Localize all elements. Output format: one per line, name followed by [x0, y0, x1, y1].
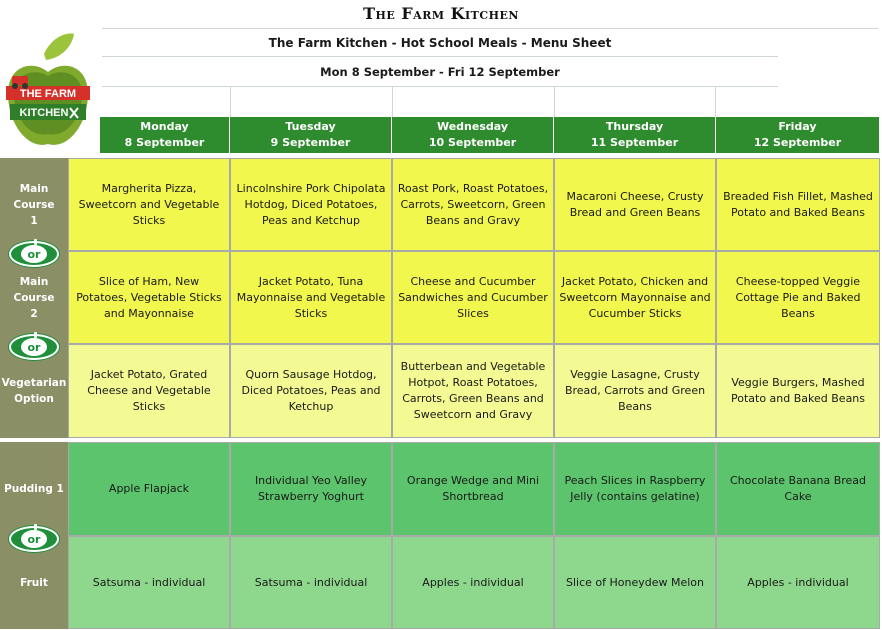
menu-cell-fruit-friday: Apples - individual: [716, 536, 880, 629]
or-apple-icon: or: [9, 239, 59, 267]
menu-item-text: Apples - individual: [747, 575, 849, 589]
menu-cell-fruit-thursday: Slice of Honeydew Melon: [554, 536, 716, 629]
day-header-friday: Friday 12 September: [716, 117, 880, 153]
row-label-line: 1: [30, 214, 38, 227]
menu-item-text: Veggie Lasagne, Crusty Bread, Carrots an…: [564, 368, 706, 413]
row-label-line: Option: [14, 393, 54, 405]
menu-item-text: Apple Flapjack: [108, 482, 190, 495]
menu-item-text: Satsuma - individual: [92, 575, 206, 589]
menu-cell-main-course-1-monday: Margherita Pizza, Sweetcorn and Vegetabl…: [68, 158, 230, 251]
svg-text:THE FARM: THE FARM: [20, 88, 76, 100]
section-separator: [0, 438, 880, 442]
day-date: 12 September: [753, 136, 842, 149]
menu-item-text: Apples - individual: [422, 575, 524, 589]
farm-kitchen-logo: THE FARM KITCHEN: [4, 32, 92, 152]
apple-logo-icon: THE FARM KITCHEN: [6, 33, 90, 145]
menu-item-text: Quorn Sausage Hotdog, Diced Potatoes, Pe…: [241, 368, 381, 413]
menu-item-text: Slice of Ham, New Potatoes, Vegetable St…: [76, 274, 222, 320]
menu-cell-main-course-1-tuesday: Lincolnshire Pork Chipolata Hotdog, Dice…: [230, 158, 392, 251]
menu-item-text: Macaroni Cheese, Crusty Bread and Green …: [566, 189, 704, 219]
menu-item-text: Chocolate Banana Bread Cake: [729, 474, 867, 503]
row-label-pudding-1: Pudding 1: [0, 442, 68, 536]
day-name: Wednesday: [436, 120, 509, 133]
or-label: or: [21, 245, 47, 263]
day-date: 9 September: [270, 136, 351, 149]
row-label-line: Main Course: [13, 182, 55, 211]
or-apple-icon: or: [9, 332, 59, 360]
or-label: or: [21, 530, 47, 548]
day-name: Friday: [778, 120, 817, 133]
row-label-line: Fruit: [20, 576, 48, 589]
row-label-fruit: Fruit: [0, 536, 68, 629]
menu-item-text: Breaded Fish Fillet, Mashed Potato and B…: [723, 189, 873, 219]
menu-subtitle: The Farm Kitchen - Hot School Meals - Me…: [102, 29, 778, 57]
menu-cell-pudding-1-wednesday: Orange Wedge and Mini Shortbread: [392, 442, 554, 536]
menu-cell-vegetarian-option-monday: Jacket Potato, Grated Cheese and Vegetab…: [68, 344, 230, 438]
menu-cell-fruit-monday: Satsuma - individual: [68, 536, 230, 629]
menu-item-text: Jacket Potato, Chicken and Sweetcorn May…: [559, 274, 711, 320]
title-divider: [102, 28, 878, 29]
menu-cell-vegetarian-option-tuesday: Quorn Sausage Hotdog, Diced Potatoes, Pe…: [230, 344, 392, 438]
day-header-thursday: Thursday 11 September: [554, 117, 716, 153]
menu-cell-main-course-2-monday: Slice of Ham, New Potatoes, Vegetable St…: [68, 251, 230, 344]
menu-cell-main-course-2-friday: Cheese-topped Veggie Cottage Pie and Bak…: [716, 251, 880, 344]
day-header-monday: Monday 8 September: [100, 117, 230, 153]
row-label-line: Pudding 1: [4, 483, 64, 495]
menu-item-text: Veggie Burgers, Mashed Potato and Baked …: [730, 376, 866, 405]
row-label-line: 2: [30, 307, 38, 320]
menu-item-text: Lincolnshire Pork Chipolata Hotdog, Dice…: [236, 181, 386, 227]
day-date: 11 September: [590, 136, 679, 149]
menu-item-text: Roast Pork, Roast Potatoes, Carrots, Swe…: [397, 181, 549, 227]
menu-cell-pudding-1-thursday: Peach Slices in Raspberry Jelly (contain…: [554, 442, 716, 536]
or-apple-icon: or: [9, 524, 59, 552]
menu-cell-fruit-tuesday: Satsuma - individual: [230, 536, 392, 629]
menu-cell-vegetarian-option-wednesday: Butterbean and Vegetable Hotpot, Roast P…: [392, 344, 554, 438]
day-name: Thursday: [605, 120, 664, 133]
day-header-wednesday: Wednesday 10 September: [392, 117, 554, 153]
menu-item-text: Jacket Potato, Grated Cheese and Vegetab…: [87, 368, 211, 413]
menu-item-text: Slice of Honeydew Melon: [565, 575, 704, 589]
menu-cell-main-course-2-tuesday: Jacket Potato, Tuna Mayonnaise and Veget…: [230, 251, 392, 344]
page-title: The Farm Kitchen: [363, 4, 519, 23]
menu-item-text: Margherita Pizza, Sweetcorn and Vegetabl…: [78, 181, 220, 227]
day-date: 10 September: [428, 136, 517, 149]
svg-text:KITCHEN: KITCHEN: [20, 107, 69, 119]
menu-cell-pudding-1-tuesday: Individual Yeo Valley Strawberry Yoghurt: [230, 442, 392, 536]
menu-item-text: Orange Wedge and Mini Shortbread: [406, 474, 540, 503]
row-label-line: Vegetarian: [1, 377, 67, 389]
menu-cell-vegetarian-option-friday: Veggie Burgers, Mashed Potato and Baked …: [716, 344, 880, 438]
menu-cell-main-course-1-thursday: Macaroni Cheese, Crusty Bread and Green …: [554, 158, 716, 251]
menu-cell-fruit-wednesday: Apples - individual: [392, 536, 554, 629]
row-label-main-course-2: Main Course 2: [0, 251, 68, 344]
date-range: Mon 8 September - Fri 12 September: [102, 57, 778, 87]
menu-item-text: Satsuma - individual: [254, 575, 368, 589]
menu-item-text: Individual Yeo Valley Strawberry Yoghurt: [254, 474, 368, 503]
menu-cell-main-course-1-friday: Breaded Fish Fillet, Mashed Potato and B…: [716, 158, 880, 251]
row-label-main-course-1: Main Course 1: [0, 158, 68, 251]
menu-cell-main-course-2-wednesday: Cheese and Cucumber Sandwiches and Cucum…: [392, 251, 554, 344]
menu-cell-pudding-1-friday: Chocolate Banana Bread Cake: [716, 442, 880, 536]
or-label: or: [21, 338, 47, 356]
menu-item-text: Cheese and Cucumber Sandwiches and Cucum…: [398, 274, 548, 320]
menu-item-text: Peach Slices in Raspberry Jelly (contain…: [564, 474, 706, 503]
menu-item-text: Jacket Potato, Tuna Mayonnaise and Veget…: [236, 274, 386, 320]
menu-item-text: Butterbean and Vegetable Hotpot, Roast P…: [400, 360, 546, 421]
day-name: Tuesday: [285, 120, 336, 133]
day-name: Monday: [140, 120, 189, 133]
menu-cell-pudding-1-monday: Apple Flapjack: [68, 442, 230, 536]
day-date: 8 September: [124, 136, 205, 149]
day-header-tuesday: Tuesday 9 September: [230, 117, 392, 153]
menu-item-text: Cheese-topped Veggie Cottage Pie and Bak…: [735, 274, 861, 320]
menu-cell-vegetarian-option-thursday: Veggie Lasagne, Crusty Bread, Carrots an…: [554, 344, 716, 438]
menu-cell-main-course-2-thursday: Jacket Potato, Chicken and Sweetcorn May…: [554, 251, 716, 344]
menu-cell-main-course-1-wednesday: Roast Pork, Roast Potatoes, Carrots, Swe…: [392, 158, 554, 251]
row-label-line: Main Course: [13, 275, 55, 304]
header-gridlines: [230, 87, 716, 117]
